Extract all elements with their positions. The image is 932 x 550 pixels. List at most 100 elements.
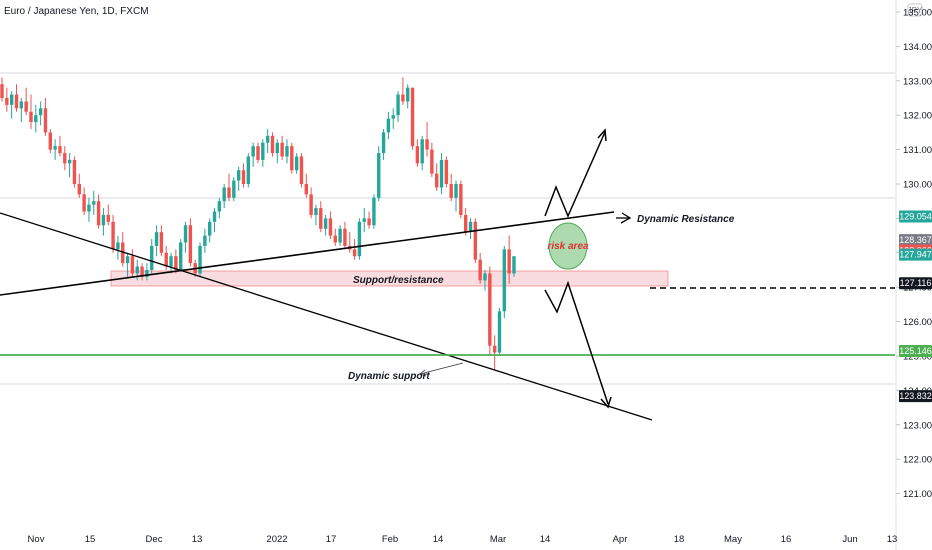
- dynamic-resistance-trendline[interactable]: [0, 211, 615, 296]
- currency-box[interactable]: [907, 3, 923, 17]
- candle: [488, 266, 492, 356]
- candle: [227, 173, 231, 202]
- candle-body: [372, 197, 376, 226]
- candle-body: [0, 84, 4, 98]
- candle-body: [333, 235, 337, 243]
- candle: [463, 208, 468, 236]
- candle: [314, 204, 318, 226]
- price-badge-box: [899, 277, 932, 290]
- candle-body: [92, 201, 96, 205]
- candle-body: [338, 228, 342, 243]
- candles-layer: [0, 77, 516, 370]
- candle-body: [164, 252, 168, 267]
- candle-body: [87, 204, 91, 212]
- candle-body: [145, 270, 149, 277]
- candle-body: [246, 156, 251, 184]
- time-tick-label: 13: [887, 534, 898, 545]
- candle: [48, 128, 52, 154]
- price-badge: 128.367: [899, 234, 932, 247]
- price-badge-label: 127.116: [900, 278, 932, 288]
- candle-body: [130, 256, 135, 274]
- candle: [140, 263, 144, 281]
- time-tick-label: Dec: [146, 534, 163, 545]
- bullish-arrowhead: [597, 128, 607, 142]
- candle-body: [270, 135, 275, 154]
- time-axis-ticks: Nov 15 Dec 13 2022 17 Feb 14 Mar 14 Apr 18 May 16 Jun 1…: [28, 534, 898, 545]
- candle: [401, 77, 405, 105]
- candle: [468, 218, 473, 240]
- candle-body: [183, 225, 188, 243]
- candle-body: [121, 242, 125, 264]
- candle: [251, 142, 255, 167]
- candle: [87, 197, 91, 222]
- candle-body: [304, 184, 308, 195]
- candle: [309, 187, 313, 219]
- price-badge: 125.146: [899, 344, 932, 357]
- candle-body: [24, 101, 28, 112]
- candle: [241, 163, 246, 188]
- candle: [396, 91, 400, 123]
- candle-body: [439, 159, 444, 188]
- candle: [38, 101, 43, 126]
- price-badge-label: 127.947: [899, 250, 932, 260]
- time-tick-label: 17: [326, 534, 337, 545]
- candle: [92, 190, 96, 215]
- candle: [420, 135, 424, 171]
- candle-body: [454, 184, 458, 198]
- candle-body: [468, 221, 473, 233]
- candle-body: [478, 259, 482, 281]
- candle: [333, 228, 337, 246]
- candle: [43, 98, 48, 136]
- candle-body: [463, 214, 468, 233]
- candle-body: [19, 101, 24, 109]
- candle-body: [265, 135, 270, 143]
- candle: [154, 225, 159, 257]
- dynamic-support-trendline[interactable]: [0, 212, 653, 421]
- candle-body: [43, 108, 48, 133]
- candle: [125, 252, 130, 277]
- candle: [386, 111, 391, 140]
- candle: [275, 139, 280, 164]
- candle-body: [38, 108, 43, 116]
- candle: [299, 153, 304, 188]
- price-tick-label: 131.000: [903, 145, 932, 156]
- candle-body: [159, 232, 164, 253]
- candle: [459, 180, 463, 219]
- candle: [111, 214, 115, 253]
- candle-body: [299, 156, 304, 184]
- time-tick-label: Feb: [382, 534, 398, 545]
- candle: [439, 153, 444, 195]
- candle-body: [473, 221, 478, 260]
- price-badges: 129.054128.367128.066127.947127.116125.1…: [899, 210, 932, 403]
- time-tick-label: Mar: [490, 534, 506, 545]
- symbol-title: Euro / Japanese Yen, 1D, FXCM: [4, 6, 149, 17]
- candle: [425, 122, 429, 157]
- candle: [410, 87, 415, 150]
- time-tick-label: Apr: [613, 534, 628, 545]
- candle-body: [67, 159, 72, 164]
- candle: [159, 225, 164, 257]
- candle-body: [406, 87, 410, 102]
- candle-body: [396, 94, 400, 116]
- candle-body: [198, 245, 202, 274]
- price-tick-label: 122.000: [903, 455, 932, 466]
- price-tick-label: 126.000: [903, 317, 932, 328]
- price-badge-box: [899, 248, 932, 261]
- candle-body: [174, 256, 178, 270]
- candle: [265, 128, 270, 154]
- candle: [9, 91, 14, 119]
- price-tick-label: 130.000: [903, 180, 932, 191]
- candle: [203, 228, 207, 253]
- candle-body: [207, 221, 212, 236]
- candle: [492, 335, 497, 370]
- candle-body: [401, 94, 405, 102]
- candle-body: [101, 214, 106, 226]
- candle-body: [290, 146, 294, 171]
- candle-body: [106, 214, 110, 222]
- candle: [169, 252, 173, 274]
- candle-body: [444, 159, 449, 184]
- candle: [34, 104, 38, 133]
- candle: [285, 139, 289, 164]
- candle-body: [232, 180, 236, 198]
